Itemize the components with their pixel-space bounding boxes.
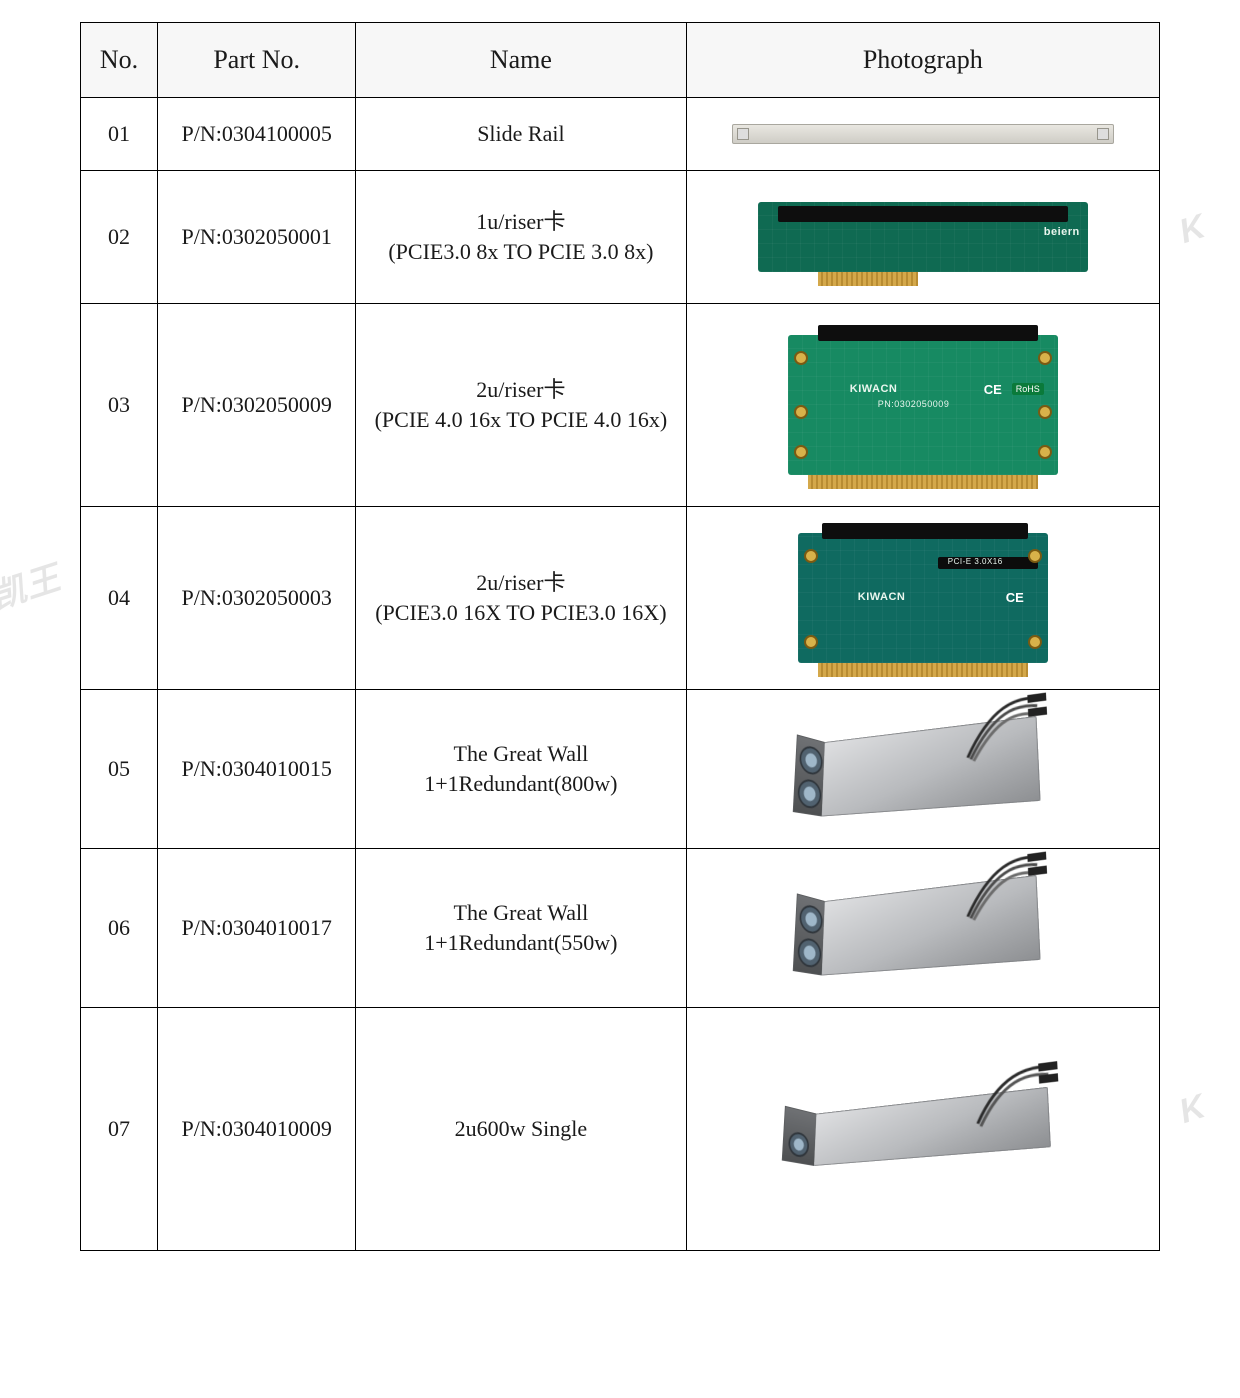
ce-badge: CE [1002,589,1028,606]
cell-photo [686,690,1159,849]
cell-part-no: P/N:0304010009 [158,1008,356,1251]
pcb-brand-text: beiern [1044,226,1080,238]
page: KIWACN凯王 K 凯王 KIWACN凯王 KIWACN凯王 K No. Pa… [0,0,1240,1398]
cell-part-no: P/N:0304010015 [158,690,356,849]
name-line: The Great Wall [364,739,677,769]
name-line: (PCIE3.0 16X TO PCIE3.0 16X) [364,598,677,628]
col-header-no: No. [81,23,158,98]
pcb-slot-text: PCI-E 3.0X16 [948,557,1003,566]
photo-pcb-2u-40: KIWACN CE RoHS PN:0302050009 [695,310,1151,500]
name-line: 1+1Redundant(800w) [364,769,677,799]
name-line: 2u/riser卡 [364,375,677,405]
watermark: K [1175,207,1211,252]
ce-badge: CE [980,381,1006,398]
name-line: The Great Wall [364,898,677,928]
slide-rail-graphic [732,124,1114,144]
cell-no: 04 [81,507,158,690]
pcb-graphic: KIWACN CE RoHS PN:0302050009 [788,335,1058,475]
cell-name: The Great Wall 1+1Redundant(800w) [356,690,686,849]
cell-name: 2u/riser卡 (PCIE3.0 16X TO PCIE3.0 16X) [356,507,686,690]
psu-graphic [813,1087,1051,1166]
pcb-graphic: PCI-E 3.0X16 KIWACN CE [798,533,1048,663]
cell-no: 07 [81,1008,158,1251]
watermark: K [1175,1087,1211,1132]
cell-photo: PCI-E 3.0X16 KIWACN CE [686,507,1159,690]
pcb-graphic: beiern [758,202,1088,272]
photo-psu-single [695,1014,1151,1244]
name-line: 1+1Redundant(550w) [364,928,677,958]
cell-part-no: P/N:0302050001 [158,171,356,304]
cell-photo: KIWACN CE RoHS PN:0302050009 [686,304,1159,507]
parts-table: No. Part No. Name Photograph 01 P/N:0304… [80,22,1160,1251]
photo-slide-rail [695,104,1151,164]
photo-pcb-1u: beiern [695,177,1151,297]
cell-no: 02 [81,171,158,304]
cell-no: 03 [81,304,158,507]
table-row: 06 P/N:0304010017 The Great Wall 1+1Redu… [81,849,1160,1008]
table-row: 03 P/N:0302050009 2u/riser卡 (PCIE 4.0 16… [81,304,1160,507]
cell-name: 1u/riser卡 (PCIE3.0 8x TO PCIE 3.0 8x) [356,171,686,304]
psu-graphic [821,716,1041,817]
cell-no: 01 [81,98,158,171]
cell-no: 05 [81,690,158,849]
pcb-brand-text: KIWACN [858,591,906,603]
cell-name: 2u/riser卡 (PCIE 4.0 16x TO PCIE 4.0 16x) [356,304,686,507]
col-header-name: Name [356,23,686,98]
cell-part-no: P/N:0302050009 [158,304,356,507]
cell-photo [686,1008,1159,1251]
col-header-photo: Photograph [686,23,1159,98]
cell-name: 2u600w Single [356,1008,686,1251]
cell-name: The Great Wall 1+1Redundant(550w) [356,849,686,1008]
table-row: 05 P/N:0304010015 The Great Wall 1+1Redu… [81,690,1160,849]
name-line: Slide Rail [364,119,677,149]
name-line: 2u/riser卡 [364,568,677,598]
table-row: 02 P/N:0302050001 1u/riser卡 (PCIE3.0 8x … [81,171,1160,304]
cell-part-no: P/N:0302050003 [158,507,356,690]
table-header-row: No. Part No. Name Photograph [81,23,1160,98]
cell-photo [686,98,1159,171]
rohs-badge: RoHS [1012,383,1044,395]
cell-part-no: P/N:0304100005 [158,98,356,171]
name-line: (PCIE3.0 8x TO PCIE 3.0 8x) [364,237,677,267]
cell-part-no: P/N:0304010017 [158,849,356,1008]
name-line: (PCIE 4.0 16x TO PCIE 4.0 16x) [364,405,677,435]
cell-name: Slide Rail [356,98,686,171]
watermark: 凯王 [0,550,66,618]
col-header-part: Part No. [158,23,356,98]
pcb-pn-text: PN:0302050009 [878,399,950,409]
psu-graphic [821,875,1041,976]
cell-photo [686,849,1159,1008]
photo-pcb-2u-30: PCI-E 3.0X16 KIWACN CE [695,513,1151,683]
name-line: 1u/riser卡 [364,207,677,237]
table-row: 07 P/N:0304010009 2u600w Single [81,1008,1160,1251]
photo-psu-redundant [695,855,1151,1001]
cell-no: 06 [81,849,158,1008]
pcb-brand-text: KIWACN [850,383,898,395]
photo-psu-redundant [695,696,1151,842]
table-row: 04 P/N:0302050003 2u/riser卡 (PCIE3.0 16X… [81,507,1160,690]
table-row: 01 P/N:0304100005 Slide Rail [81,98,1160,171]
name-line: 2u600w Single [364,1114,677,1144]
cell-photo: beiern [686,171,1159,304]
